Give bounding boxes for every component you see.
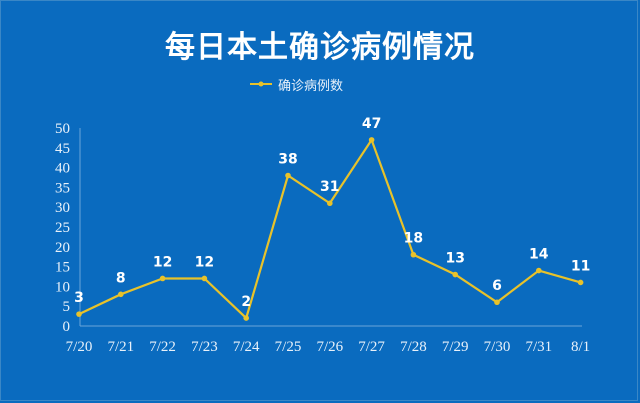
data-point [536, 267, 542, 274]
x-tick-label: 7/25 [275, 339, 302, 355]
data-label: 6 [492, 278, 502, 294]
data-point [327, 200, 333, 207]
data-label: 12 [153, 254, 172, 270]
data-label: 18 [404, 231, 423, 247]
y-tick-label: 20 [55, 240, 70, 256]
chart-title: 每日本土确诊病例情况 [165, 30, 475, 65]
y-tick-label: 25 [55, 220, 70, 236]
data-point [494, 299, 500, 306]
y-tick-label: 40 [55, 161, 70, 177]
data-label: 12 [195, 254, 214, 270]
y-tick-label: 35 [55, 180, 70, 196]
x-tick-label: 7/30 [484, 339, 511, 355]
legend-label: 确诊病例数 [278, 78, 344, 94]
x-tick-label: 7/26 [316, 339, 343, 355]
data-label: 3 [74, 290, 84, 306]
data-point [243, 315, 249, 321]
legend-line-icon [250, 81, 272, 87]
x-tick-label: 7/28 [400, 339, 427, 355]
data-label: 2 [241, 294, 251, 310]
series-line [78, 137, 581, 321]
y-tick-label: 10 [55, 279, 70, 295]
data-label: 31 [320, 179, 339, 195]
data-label: 47 [362, 116, 381, 132]
x-tick-label: 7/31 [525, 339, 552, 355]
x-tick-label: 7/21 [107, 339, 134, 355]
data-point [368, 137, 375, 143]
data-point [452, 271, 459, 278]
y-tick-label: 50 [55, 121, 70, 137]
y-tick-label: 5 [63, 299, 71, 315]
x-tick-label: 7/22 [149, 339, 176, 355]
x-tick-label: 7/27 [358, 339, 385, 355]
y-tick-label: 45 [55, 141, 70, 157]
data-point [118, 291, 124, 298]
x-tick-label: 7/29 [442, 339, 469, 355]
data-point [201, 275, 208, 282]
data-label: 38 [278, 152, 297, 168]
data-label: 11 [571, 258, 590, 274]
x-tick-label: 7/23 [191, 339, 218, 355]
y-tick-label: 15 [55, 260, 70, 276]
data-point [159, 275, 166, 282]
y-tick-label: 0 [63, 319, 71, 335]
x-tick-label: 7/24 [233, 339, 260, 355]
data-point [577, 279, 584, 286]
x-tick-label: 7/20 [66, 339, 93, 355]
data-point [410, 251, 417, 258]
data-label: 13 [445, 251, 464, 267]
data-point [76, 311, 82, 317]
y-tick-label: 30 [55, 200, 70, 216]
x-tick-label: 8/1 [571, 339, 590, 355]
data-label: 8 [116, 270, 126, 286]
data-point [285, 172, 291, 179]
chart-legend: 确诊病例数 [250, 76, 344, 94]
data-label: 14 [529, 247, 549, 263]
